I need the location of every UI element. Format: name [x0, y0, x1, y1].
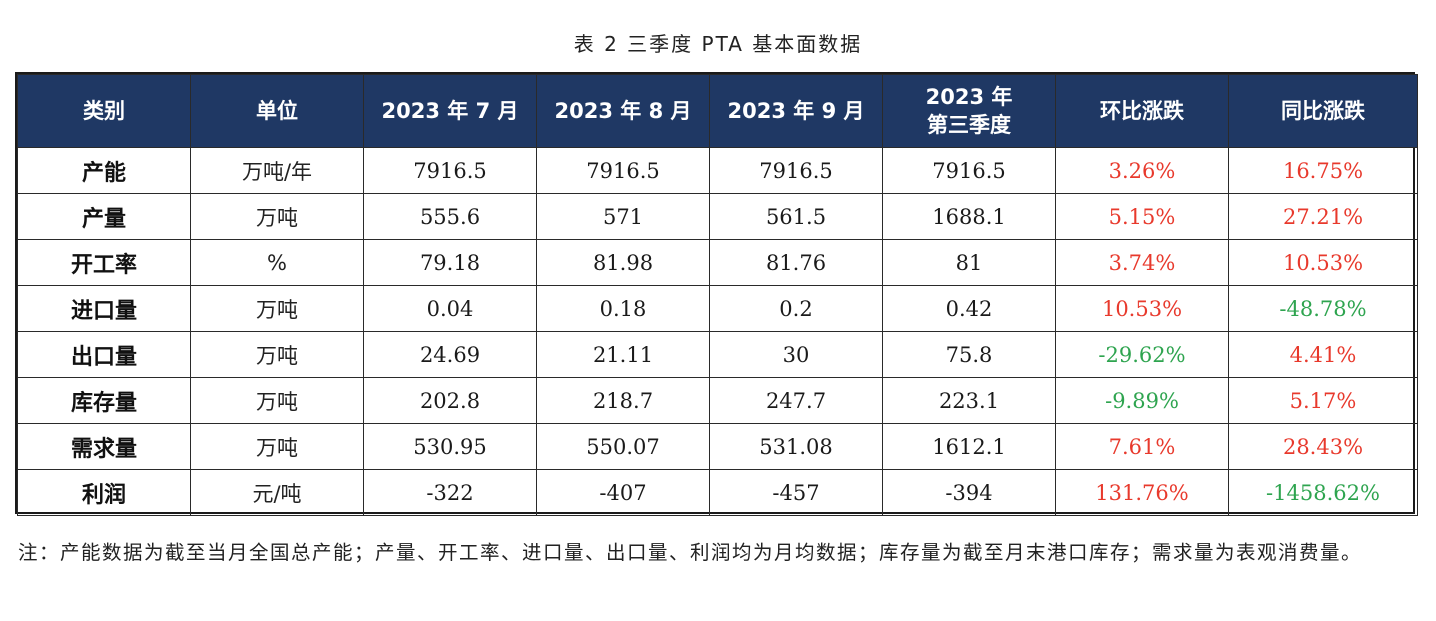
- cell-sep: 247.7: [709, 377, 883, 424]
- cell-mom-change: 131.76%: [1055, 469, 1229, 516]
- cell-mom-change: 7.61%: [1055, 423, 1229, 470]
- cell-aug: 571: [536, 193, 710, 240]
- table-row: 产能 万吨/年 7916.5 7916.5 7916.5 7916.5 3.26% 16.75…: [17, 147, 1418, 194]
- data-table-container: 类别 单位 2023 年 7 月 2023 年 8 月 2023 年 9 月 2…: [15, 72, 1418, 516]
- cell-category: 产能: [17, 147, 191, 194]
- table-row: 需求量 万吨 530.95 550.07 531.08 1612.1 7.61% 28.43%: [17, 423, 1418, 470]
- cell-category: 库存量: [17, 377, 191, 424]
- pta-fundamentals-table: 类别 单位 2023 年 7 月 2023 年 8 月 2023 年 9 月 2…: [17, 74, 1418, 516]
- cell-yoy-change: 28.43%: [1228, 423, 1418, 470]
- header-q3: 2023 年 第三季度: [882, 74, 1056, 148]
- table-body: 产能 万吨/年 7916.5 7916.5 7916.5 7916.5 3.26% 16.75…: [17, 147, 1418, 516]
- cell-category: 需求量: [17, 423, 191, 470]
- header-sep: 2023 年 9 月: [709, 74, 883, 148]
- cell-q3: 0.42: [882, 285, 1056, 332]
- cell-mom-change: 3.74%: [1055, 239, 1229, 286]
- header-yoy: 同比涨跌: [1228, 74, 1418, 148]
- cell-category: 利润: [17, 469, 191, 516]
- cell-jul: 24.69: [363, 331, 537, 378]
- cell-yoy-change: 16.75%: [1228, 147, 1418, 194]
- cell-yoy-change: 4.41%: [1228, 331, 1418, 378]
- cell-q3: 7916.5: [882, 147, 1056, 194]
- cell-mom-change: 10.53%: [1055, 285, 1229, 332]
- table-row: 库存量 万吨 202.8 218.7 247.7 223.1 -9.89% 5.17%: [17, 377, 1418, 424]
- header-category: 类别: [17, 74, 191, 148]
- cell-sep: 30: [709, 331, 883, 378]
- cell-yoy-change: -1458.62%: [1228, 469, 1418, 516]
- cell-unit: %: [190, 239, 364, 286]
- cell-aug: 218.7: [536, 377, 710, 424]
- table-row: 利润 元/吨 -322 -407 -457 -394 131.76% -1458.62%: [17, 469, 1418, 516]
- cell-sep: 7916.5: [709, 147, 883, 194]
- cell-aug: 81.98: [536, 239, 710, 286]
- cell-jul: 7916.5: [363, 147, 537, 194]
- table-row: 进口量 万吨 0.04 0.18 0.2 0.42 10.53% -48.78%: [17, 285, 1418, 332]
- header-jul: 2023 年 7 月: [363, 74, 537, 148]
- cell-jul: 202.8: [363, 377, 537, 424]
- cell-yoy-change: -48.78%: [1228, 285, 1418, 332]
- cell-q3: 223.1: [882, 377, 1056, 424]
- cell-mom-change: 3.26%: [1055, 147, 1229, 194]
- cell-aug: 550.07: [536, 423, 710, 470]
- cell-mom-change: -9.89%: [1055, 377, 1229, 424]
- cell-category: 产量: [17, 193, 191, 240]
- cell-mom-change: 5.15%: [1055, 193, 1229, 240]
- cell-jul: 79.18: [363, 239, 537, 286]
- cell-yoy-change: 27.21%: [1228, 193, 1418, 240]
- cell-sep: 81.76: [709, 239, 883, 286]
- cell-category: 出口量: [17, 331, 191, 378]
- header-aug: 2023 年 8 月: [536, 74, 710, 148]
- cell-q3: 1612.1: [882, 423, 1056, 470]
- table-header-row: 类别 单位 2023 年 7 月 2023 年 8 月 2023 年 9 月 2…: [17, 74, 1418, 148]
- cell-jul: 0.04: [363, 285, 537, 332]
- cell-mom-change: -29.62%: [1055, 331, 1229, 378]
- footnote: 注：产能数据为截至当月全国总产能；产量、开工率、进口量、出口量、利润均为月均数据…: [18, 541, 1363, 564]
- cell-jul: 555.6: [363, 193, 537, 240]
- cell-category: 进口量: [17, 285, 191, 332]
- cell-q3: 1688.1: [882, 193, 1056, 240]
- cell-jul: -322: [363, 469, 537, 516]
- cell-unit: 万吨: [190, 193, 364, 240]
- cell-category: 开工率: [17, 239, 191, 286]
- cell-unit: 万吨: [190, 423, 364, 470]
- cell-unit: 万吨: [190, 331, 364, 378]
- cell-unit: 万吨: [190, 377, 364, 424]
- cell-yoy-change: 5.17%: [1228, 377, 1418, 424]
- table-row: 产量 万吨 555.6 571 561.5 1688.1 5.15% 27.21%: [17, 193, 1418, 240]
- header-unit: 单位: [190, 74, 364, 148]
- cell-unit: 元/吨: [190, 469, 364, 516]
- cell-aug: 21.11: [536, 331, 710, 378]
- cell-aug: 7916.5: [536, 147, 710, 194]
- cell-unit: 万吨: [190, 285, 364, 332]
- cell-q3: 75.8: [882, 331, 1056, 378]
- cell-unit: 万吨/年: [190, 147, 364, 194]
- header-mom: 环比涨跌: [1055, 74, 1229, 148]
- cell-sep: 561.5: [709, 193, 883, 240]
- table-row: 开工率% 79.18 81.98 81.76 81 3.74% 10.53%: [17, 239, 1418, 286]
- cell-q3: 81: [882, 239, 1056, 286]
- cell-yoy-change: 10.53%: [1228, 239, 1418, 286]
- table-row: 出口量 万吨 24.69 21.11 30 75.8 -29.62% 4.41%: [17, 331, 1418, 378]
- cell-aug: -407: [536, 469, 710, 516]
- cell-aug: 0.18: [536, 285, 710, 332]
- cell-q3: -394: [882, 469, 1056, 516]
- cell-jul: 530.95: [363, 423, 537, 470]
- cell-sep: 0.2: [709, 285, 883, 332]
- cell-sep: -457: [709, 469, 883, 516]
- cell-sep: 531.08: [709, 423, 883, 470]
- table-title: 表 2 三季度 PTA 基本面数据: [573, 32, 863, 56]
